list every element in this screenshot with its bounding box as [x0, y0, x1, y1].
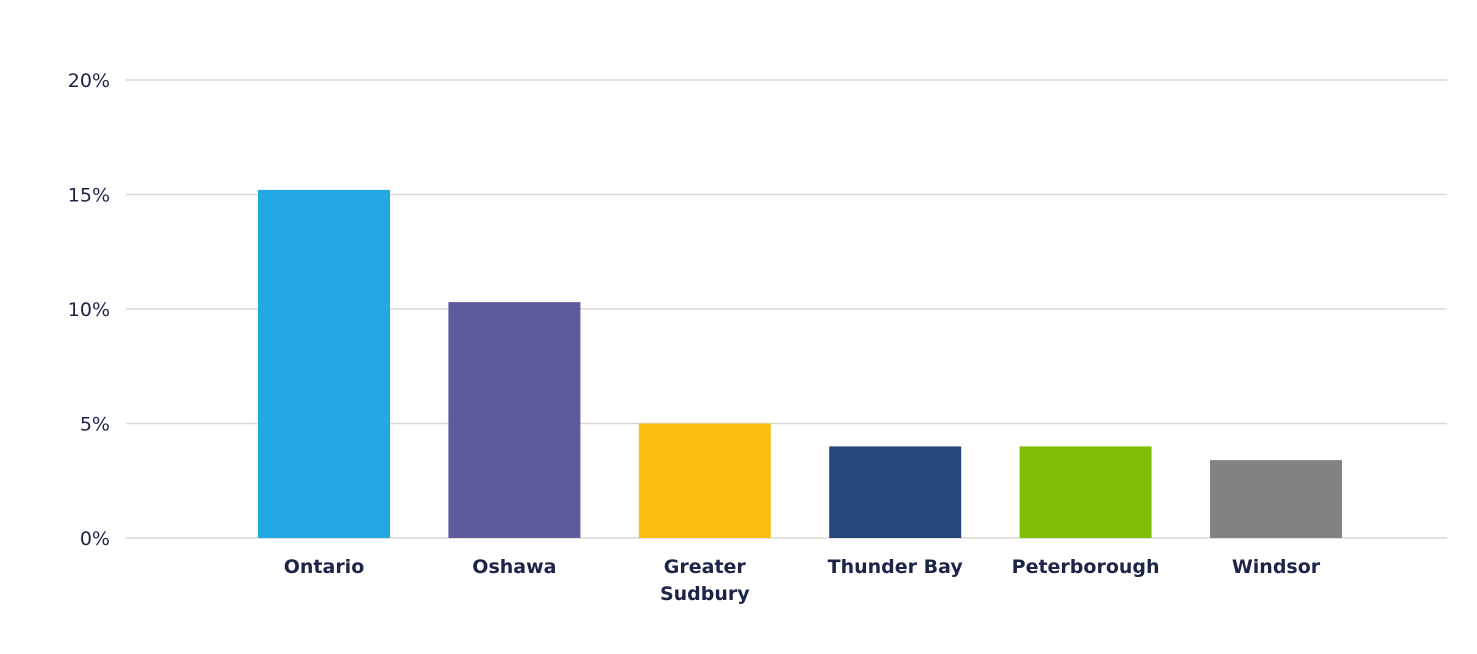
- bar: [829, 446, 962, 538]
- bar: [1019, 446, 1152, 538]
- x-tick-label-line: Ontario: [284, 556, 365, 578]
- x-tick-label-line: Oshawa: [472, 556, 556, 578]
- x-tick-label: Peterborough: [1012, 556, 1160, 578]
- x-tick-label: Oshawa: [472, 556, 556, 578]
- bar: [1210, 460, 1342, 538]
- x-axis: Ontario Oshawa Greater Sudbury Thunder Bay Pe…: [284, 556, 1321, 605]
- x-tick-label-line: Peterborough: [1012, 556, 1160, 578]
- x-tick-label-line: Thunder Bay: [828, 556, 964, 578]
- x-tick-label-line: Sudbury: [660, 583, 750, 605]
- bars: [258, 189, 1342, 539]
- y-tick-label: 5%: [80, 414, 110, 436]
- y-tick-label: 10%: [68, 299, 110, 321]
- bar: [448, 302, 581, 538]
- y-tick-label: 20%: [68, 70, 110, 92]
- bar: [638, 423, 771, 538]
- x-tick-label: Thunder Bay: [828, 556, 964, 578]
- x-tick-label: Windsor: [1232, 556, 1321, 578]
- x-tick-label-line: Greater: [664, 556, 747, 578]
- x-tick-label-line: Windsor: [1232, 556, 1321, 578]
- y-tick-label: 15%: [68, 185, 110, 207]
- x-tick-label: Ontario: [284, 556, 365, 578]
- y-axis: 0% 5% 10% 15% 20%: [68, 70, 110, 550]
- bar: [258, 189, 390, 539]
- x-tick-label: Greater Sudbury: [660, 556, 750, 605]
- y-tick-label: 0%: [80, 528, 110, 550]
